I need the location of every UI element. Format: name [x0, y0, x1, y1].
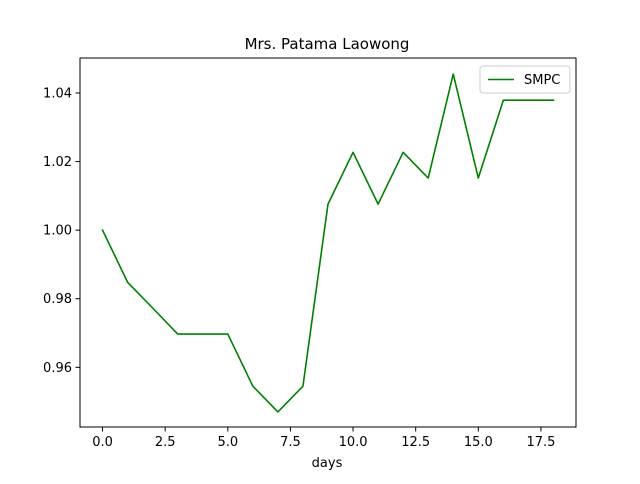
x-tick-label: 12.5: [401, 435, 430, 450]
x-tick-label: 10.0: [339, 435, 368, 450]
x-axis-label: days: [312, 456, 343, 471]
plot-area: 0.0 2.5 5.0 7.5 10.0 12.5 15.0 17.5 0.96 0.98 1.00…: [43, 57, 577, 450]
y-tick-label: 1.00: [43, 224, 72, 239]
legend: SMPC: [479, 65, 571, 94]
y-tick-label: 0.96: [43, 361, 72, 376]
series-line-smpc: [101, 73, 555, 413]
axes-frame: [79, 57, 577, 428]
y-tick-label: 1.02: [43, 155, 72, 170]
x-tick-label: 5.0: [217, 435, 238, 450]
x-tick-label: 7.5: [280, 435, 301, 450]
y-tick-label: 1.04: [43, 86, 72, 101]
x-tick-label: 0.0: [92, 435, 113, 450]
legend-box: [479, 65, 571, 94]
x-tick-label: 17.5: [526, 435, 555, 450]
chart-title: Mrs. Patama Laowong: [245, 35, 410, 53]
y-tick-label: 0.98: [43, 292, 72, 307]
x-tick-label: 2.5: [155, 435, 176, 450]
x-tick-label: 15.0: [464, 435, 493, 450]
legend-label: SMPC: [524, 73, 560, 88]
